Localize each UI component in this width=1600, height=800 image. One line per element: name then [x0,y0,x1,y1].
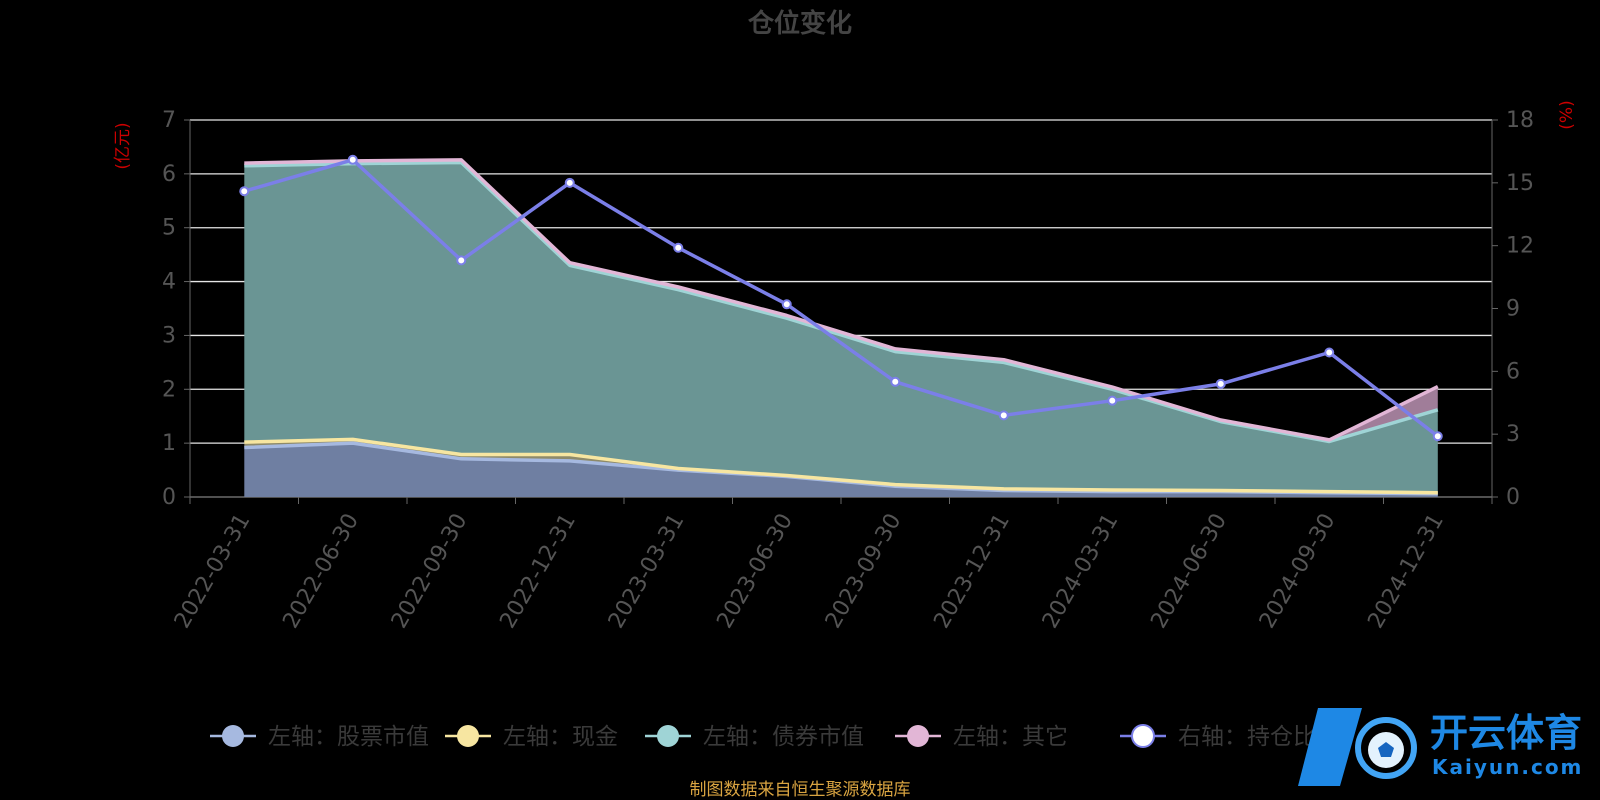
left-tick-label: 3 [162,323,176,348]
x-tick-label: 2023-09-30 [821,510,907,633]
x-tick-label: 2022-12-31 [495,510,581,633]
legend-label-2: 左轴：现金 [503,724,618,750]
legend-marker-1 [222,725,244,747]
x-tick-label: 2024-09-30 [1255,510,1341,633]
ratio-point [1324,347,1335,358]
legend-marker-2 [457,725,479,747]
ratio-point [673,242,684,253]
ratio-point [1432,431,1443,442]
ratio-point [890,376,901,387]
right-tick-label: 15 [1506,171,1534,196]
x-tick-label: 2024-03-31 [1038,510,1124,633]
legend-label-3: 左轴：债券市值 [703,724,864,750]
left-tick-label: 5 [162,216,176,241]
right-tick-label: 9 [1506,297,1520,322]
ratio-point [564,177,575,188]
left-tick-label: 0 [162,485,176,510]
ratio-point [239,186,250,197]
watermark-subtext: Kaiyun.com [1432,755,1583,779]
left-tick-label: 6 [162,162,176,187]
ratio-point [347,154,358,165]
right-tick-label: 3 [1506,422,1520,447]
right-tick-label: 0 [1506,485,1520,510]
legend-marker-5 [1131,724,1155,748]
ratio-point [1215,378,1226,389]
ratio-point [781,299,792,310]
x-tick-label: 2023-03-31 [604,510,690,633]
right-tick-label: 6 [1506,359,1520,384]
right-tick-label: 18 [1506,108,1534,133]
x-tick-label: 2022-09-30 [387,510,473,633]
ratio-point [456,255,467,266]
ball-logo-icon [1298,708,1417,786]
x-tick-label: 2022-03-31 [170,510,256,633]
legend-label-4: 左轴：其它 [953,724,1068,750]
right-axis-unit: (%) [1557,100,1577,129]
ratio-point [1107,395,1118,406]
legend-marker-3 [657,725,679,747]
legend-label-1: 左轴：股票市值 [268,724,429,750]
x-tick-label: 2023-12-31 [929,510,1015,633]
watermark-logo: 开云体育 Kaiyun.com [1298,708,1583,786]
watermark-text: 开云体育 [1430,711,1582,755]
area-line-2 [244,437,1438,495]
ratio-point [998,410,1009,421]
x-tick-label: 2022-06-30 [278,510,364,633]
area-1 [244,443,1438,497]
left-tick-label: 2 [162,377,176,402]
legend-marker-4 [907,725,929,747]
right-tick-label: 12 [1506,234,1534,259]
left-axis-unit: (亿元) [113,122,133,169]
area-3 [244,162,1438,493]
chart-title: 仓位变化 [747,8,852,39]
area-line-4 [244,158,1439,442]
ratio-line [243,158,1439,438]
left-tick-label: 4 [162,270,176,295]
x-tick-label: 2024-12-31 [1363,510,1449,633]
x-tick-label: 2023-06-30 [712,510,798,633]
footnote: 制图数据来自恒生聚源数据库 [690,780,911,800]
x-tick-label: 2024-06-30 [1146,510,1232,633]
left-tick-label: 7 [162,108,176,133]
legend: 左轴：股票市值 左轴：现金 左轴：债券市值 左轴：其它 右轴：持仓比例 [210,724,1339,750]
left-tick-label: 1 [162,431,176,456]
